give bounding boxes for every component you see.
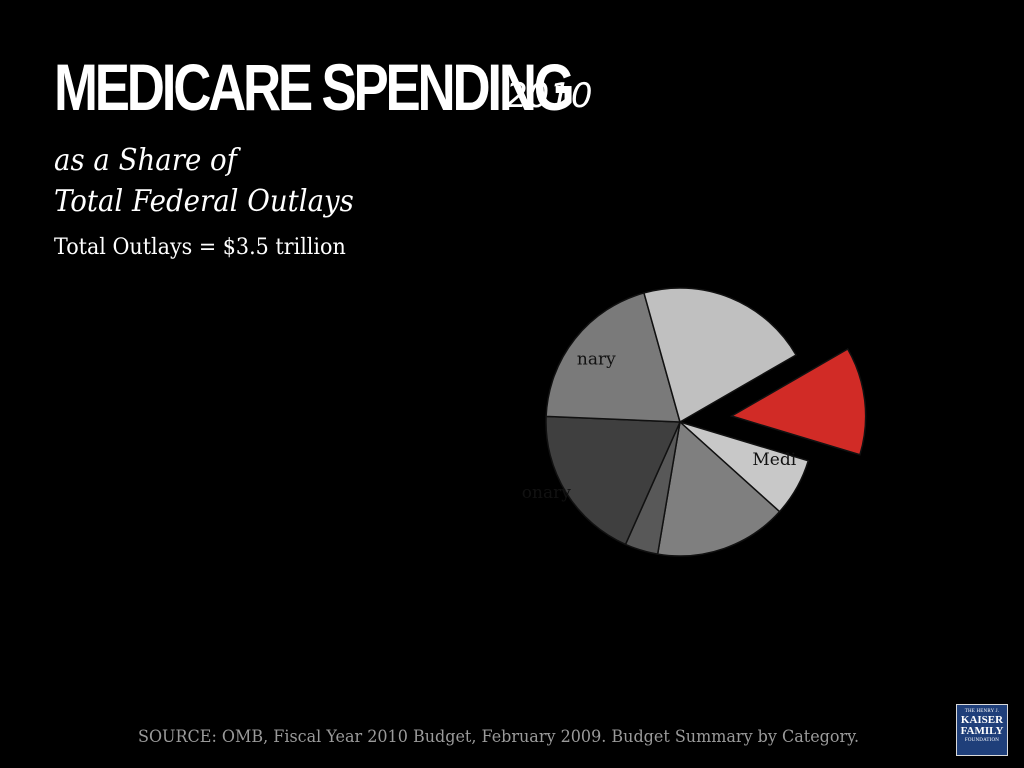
page-title: MEDICARE SPENDING	[54, 50, 575, 124]
slice-label-medicaid: Medi	[752, 450, 796, 470]
total-outlays-note: Total Outlays = $3.5 trillion	[54, 235, 346, 260]
title-year: 2010	[506, 76, 593, 116]
pie-slice-nondefense-discretionary	[545, 415, 682, 546]
pie-slice-other-mandatory	[656, 420, 781, 557]
logo-top-text: THE HENRY J.	[964, 709, 1000, 714]
subtitle-line-2: Total Federal Outlays	[54, 184, 354, 219]
pie-slice-social-security	[643, 287, 798, 424]
pie-slice-defense-discretionary	[545, 292, 681, 423]
slice-label-nondefense-discretionary: onary	[522, 483, 571, 503]
title-row: MEDICARE SPENDING 2010	[54, 52, 701, 122]
subtitle: as a Share of Total Federal Outlays	[54, 140, 354, 222]
logo-bottom-text: FOUNDATION	[964, 738, 1000, 743]
source-note: SOURCE: OMB, Fiscal Year 2010 Budget, Fe…	[138, 727, 860, 747]
slice-label-defense-discretionary: nary	[577, 349, 616, 369]
pie-slice-medicare	[729, 347, 867, 456]
logo-line-1: KAISER	[960, 714, 1004, 726]
subtitle-line-1: as a Share of	[54, 143, 237, 178]
logo-line-2: FAMILY	[960, 725, 1004, 737]
kaiser-family-foundation-logo: THE HENRY J. KAISER FAMILY FOUNDATION	[956, 704, 1008, 756]
